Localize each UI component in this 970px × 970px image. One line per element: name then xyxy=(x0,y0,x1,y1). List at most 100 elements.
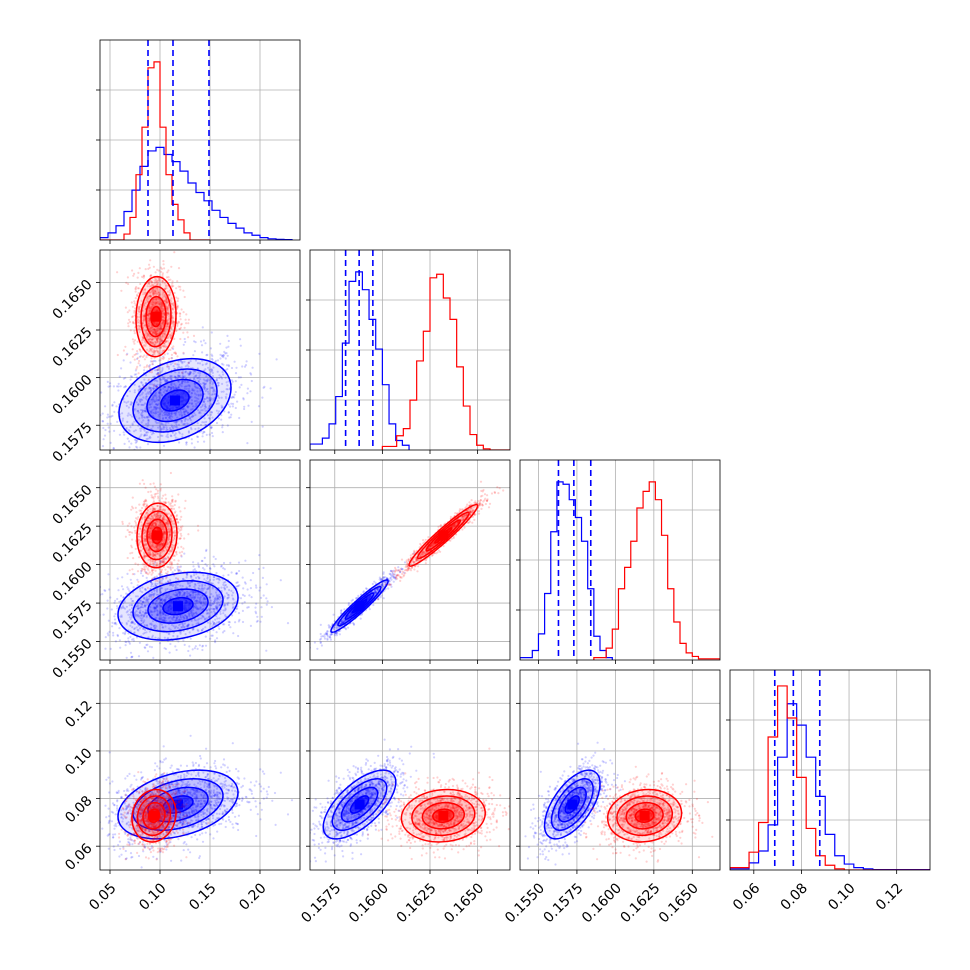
sample-point xyxy=(107,634,110,637)
sample-point xyxy=(269,387,272,390)
sample-point xyxy=(208,615,211,618)
sample-point xyxy=(188,390,191,393)
sample-point xyxy=(212,390,215,393)
sample-point xyxy=(139,605,143,609)
sample-point xyxy=(155,338,159,341)
sample-point xyxy=(137,403,140,406)
sample-point xyxy=(183,360,186,363)
sample-point xyxy=(131,315,134,319)
sample-point xyxy=(166,323,169,326)
sample-point xyxy=(126,524,129,527)
sample-point xyxy=(169,414,172,417)
sample-point xyxy=(215,595,218,598)
sample-point xyxy=(155,385,158,388)
sample-point xyxy=(207,396,210,399)
sample-point xyxy=(161,600,164,603)
sample-point xyxy=(140,427,143,430)
sample-point xyxy=(167,294,171,297)
sample-point xyxy=(234,380,237,383)
sample-point xyxy=(139,446,142,449)
sample-point xyxy=(163,342,166,345)
sample-point xyxy=(138,394,141,397)
sample-point xyxy=(164,340,167,344)
sample-point xyxy=(146,314,149,317)
sample-point xyxy=(163,336,166,339)
sample-point xyxy=(174,421,177,424)
sample-point xyxy=(154,302,157,305)
sample-point xyxy=(176,280,179,283)
sample-point xyxy=(257,567,260,571)
sample-point xyxy=(153,493,156,496)
sample-point xyxy=(201,351,204,354)
sample-point xyxy=(179,288,182,291)
sample-point xyxy=(158,279,161,282)
sample-point xyxy=(143,315,146,318)
sample-point xyxy=(176,363,179,366)
sample-point xyxy=(139,350,142,353)
sample-point xyxy=(201,405,204,408)
sample-point xyxy=(125,353,128,356)
x-tick-label: 0.08 xyxy=(778,880,811,913)
contour-line xyxy=(118,357,232,444)
sample-point xyxy=(170,413,173,416)
sample-point xyxy=(168,315,171,318)
sample-point xyxy=(166,319,169,322)
sample-point xyxy=(175,425,178,428)
sample-point xyxy=(238,618,241,622)
sample-point xyxy=(218,627,221,630)
sample-point xyxy=(128,589,131,593)
sample-point xyxy=(143,369,146,372)
sample-point xyxy=(143,378,146,381)
sample-point xyxy=(166,311,169,314)
sample-point xyxy=(145,356,148,359)
sample-point xyxy=(156,380,159,383)
sample-point xyxy=(204,363,207,366)
sample-point xyxy=(152,351,155,354)
sample-point xyxy=(162,345,165,348)
sample-point xyxy=(222,354,225,357)
sample-point xyxy=(147,418,150,422)
sample-point xyxy=(123,442,126,445)
sample-point xyxy=(131,456,133,458)
sample-point xyxy=(156,406,159,409)
sample-point xyxy=(157,302,160,305)
sample-point xyxy=(113,601,116,604)
sample-point xyxy=(130,442,133,445)
sample-point xyxy=(216,359,220,362)
sample-point xyxy=(237,376,240,379)
sample-point xyxy=(171,566,174,569)
plot-area-hist-3 xyxy=(730,670,930,870)
sample-point xyxy=(204,423,207,426)
sample-point xyxy=(180,376,183,379)
sample-point xyxy=(104,636,107,639)
sample-point xyxy=(153,375,156,378)
sample-point xyxy=(262,566,265,570)
sample-point xyxy=(231,395,235,398)
sample-point xyxy=(180,534,183,537)
sample-point xyxy=(150,398,153,401)
sample-point xyxy=(149,340,152,344)
sample-point xyxy=(150,283,153,286)
sample-point xyxy=(206,387,209,390)
sample-point xyxy=(158,391,161,394)
sample-point xyxy=(250,596,253,599)
sample-point xyxy=(132,557,135,560)
sample-point xyxy=(166,414,169,417)
sample-point xyxy=(174,414,177,417)
sample-point xyxy=(158,567,161,571)
sample-point xyxy=(217,395,220,398)
sample-point xyxy=(152,328,155,331)
sample-point xyxy=(198,411,201,415)
sample-point xyxy=(102,438,105,441)
sample-point xyxy=(133,627,137,630)
sample-point xyxy=(218,374,221,377)
sample-point xyxy=(165,307,168,310)
sample-point xyxy=(177,570,180,573)
sample-point xyxy=(151,431,154,434)
sample-point xyxy=(188,594,191,597)
sample-point xyxy=(163,267,166,270)
sample-point xyxy=(194,341,197,344)
sample-point xyxy=(149,347,152,350)
sample-point xyxy=(157,426,160,429)
